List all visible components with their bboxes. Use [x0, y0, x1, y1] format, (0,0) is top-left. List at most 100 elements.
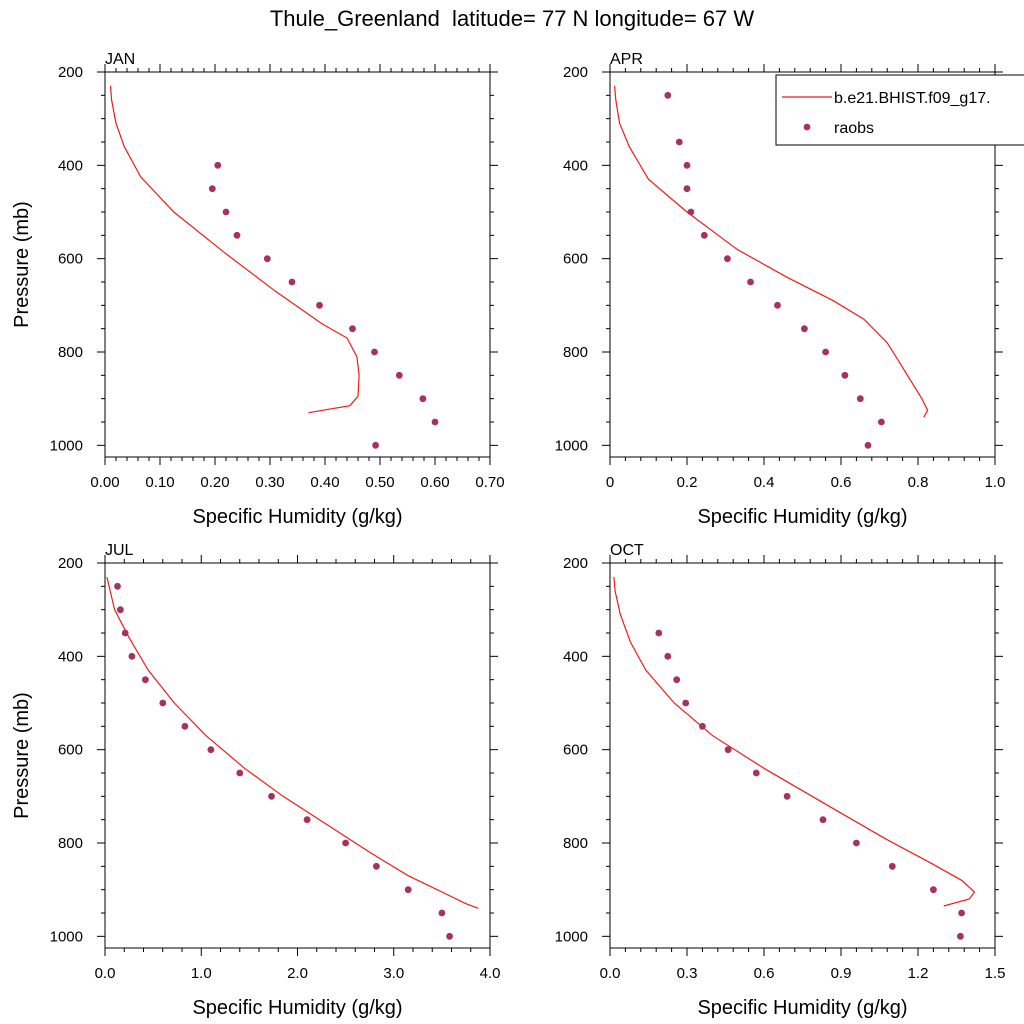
x-tick-label: 4.0: [480, 965, 501, 982]
model-line: [109, 85, 360, 414]
legend-marker-swatch: [803, 123, 811, 131]
x-tick-label: 0.3: [677, 965, 698, 982]
model-line: [613, 576, 976, 907]
raobs-point: [446, 932, 453, 940]
raobs-point: [373, 862, 380, 870]
raobs-point: [117, 606, 124, 614]
y-tick-label: 800: [563, 835, 588, 852]
raobs-point: [128, 652, 136, 660]
x-axis-label: Specific Humidity (g/kg): [697, 997, 907, 1019]
raobs-point: [404, 886, 412, 894]
model-line: [106, 576, 479, 909]
raobs-point: [752, 769, 760, 777]
panel-label: JAN: [105, 51, 135, 68]
y-tick-label: 600: [563, 251, 588, 268]
raobs-point: [316, 301, 323, 309]
legend-box: [775, 74, 1024, 146]
raobs-point: [207, 746, 215, 754]
x-tick-label: 0: [606, 474, 614, 491]
panel-jul: JUL 0.0 1.0 2.0 3.0 4.0 200 400 600 800 1000 Specif…: [11, 542, 500, 1019]
y-axis-label: Pressure (mb): [11, 201, 33, 328]
figure-title: Thule_Greenland latitude= 77 N longitude…: [269, 6, 755, 31]
y-tick-label: 600: [563, 742, 588, 759]
plot-frame: [104, 71, 491, 458]
legend-label: b.e21.BHIST.f09_g17.: [834, 90, 991, 107]
x-tick-label: 0.2: [677, 474, 698, 491]
model-line: [614, 85, 929, 418]
raobs-point: [372, 441, 379, 449]
x-tick-label: 0.50: [365, 474, 394, 491]
x-tick-label: 3.0: [383, 965, 404, 982]
y-tick-label: 1000: [555, 437, 588, 454]
x-tick-label: 0.0: [600, 965, 621, 982]
legend-label: raobs: [834, 120, 874, 137]
panel-label: JUL: [105, 542, 134, 559]
panel-label: OCT: [610, 542, 644, 559]
x-tick-label: 0.40: [310, 474, 339, 491]
y-tick-label: 800: [58, 835, 83, 852]
raobs-point: [114, 582, 121, 590]
y-tick-label: 200: [563, 64, 588, 81]
raobs-point: [655, 629, 663, 637]
x-tick-label: 1.2: [908, 965, 929, 982]
raobs-point: [682, 699, 690, 707]
raobs-point: [822, 348, 829, 356]
raobs-point: [222, 208, 230, 216]
x-tick-label: 1.0: [191, 965, 212, 982]
raobs-point: [888, 862, 896, 870]
x-tick-label: 0.9: [831, 965, 852, 982]
raobs-point: [142, 676, 149, 684]
raobs-point: [121, 629, 129, 637]
y-tick-label: 800: [563, 344, 588, 361]
raobs-point: [747, 278, 754, 286]
x-axis-label: Specific Humidity (g/kg): [697, 506, 907, 528]
raobs-point: [349, 325, 356, 333]
panel-oct: OCT 0.0 0.3 0.6 0.9 1.2 1.5 200 400 600 800 1000 Spe…: [555, 542, 1006, 1019]
x-tick-label: 0.6: [831, 474, 852, 491]
plot-frame: [609, 562, 996, 949]
x-axis-label: Specific Humidity (g/kg): [192, 506, 402, 528]
raobs-point: [856, 395, 864, 403]
raobs-point: [208, 185, 216, 193]
panel-apr: APR 0 0.2 0.4 0.6 0.8 1.0 200 400 600 800 1000 Speci…: [555, 51, 1006, 528]
raobs-point: [683, 161, 691, 169]
raobs-point: [303, 816, 311, 824]
x-tick-label: 0.8: [908, 474, 929, 491]
raobs-point: [853, 839, 860, 847]
raobs-point: [214, 161, 222, 169]
x-tick-label: 1.5: [985, 965, 1006, 982]
raobs-point: [819, 816, 827, 824]
y-tick-label: 400: [563, 157, 588, 174]
x-tick-label: 0.30: [255, 474, 284, 491]
x-tick-label: 1.0: [985, 474, 1006, 491]
raobs-point: [288, 278, 296, 286]
raobs-point: [774, 301, 781, 309]
raobs-point: [957, 932, 964, 940]
x-tick-label: 2.0: [287, 965, 308, 982]
raobs-point: [958, 909, 965, 917]
raobs-point: [783, 792, 791, 800]
raobs-point: [724, 746, 732, 754]
raobs-point: [878, 418, 885, 426]
plot-frame: [609, 71, 996, 458]
raobs-point: [438, 909, 446, 917]
y-tick-label: 400: [58, 157, 83, 174]
x-tick-label: 0.0: [95, 965, 116, 982]
raobs-point: [864, 441, 872, 449]
y-tick-label: 1000: [555, 928, 588, 945]
x-tick-label: 0.00: [90, 474, 119, 491]
raobs-point: [419, 395, 427, 403]
raobs-point: [236, 769, 244, 777]
x-tick-label: 0.4: [754, 474, 775, 491]
y-tick-label: 200: [58, 555, 83, 572]
raobs-point: [930, 886, 937, 894]
panel-jan: JAN 0.00 0.10 0.20 0.30 0.40 0.50 0.60 0.70 200 40…: [11, 51, 505, 528]
x-tick-label: 0.6: [754, 965, 775, 982]
plot-frame: [104, 562, 491, 949]
y-tick-label: 600: [58, 251, 83, 268]
raobs-point: [675, 138, 683, 146]
y-tick-label: 1000: [50, 928, 83, 945]
x-tick-label: 0.70: [475, 474, 504, 491]
raobs-point: [801, 325, 808, 333]
